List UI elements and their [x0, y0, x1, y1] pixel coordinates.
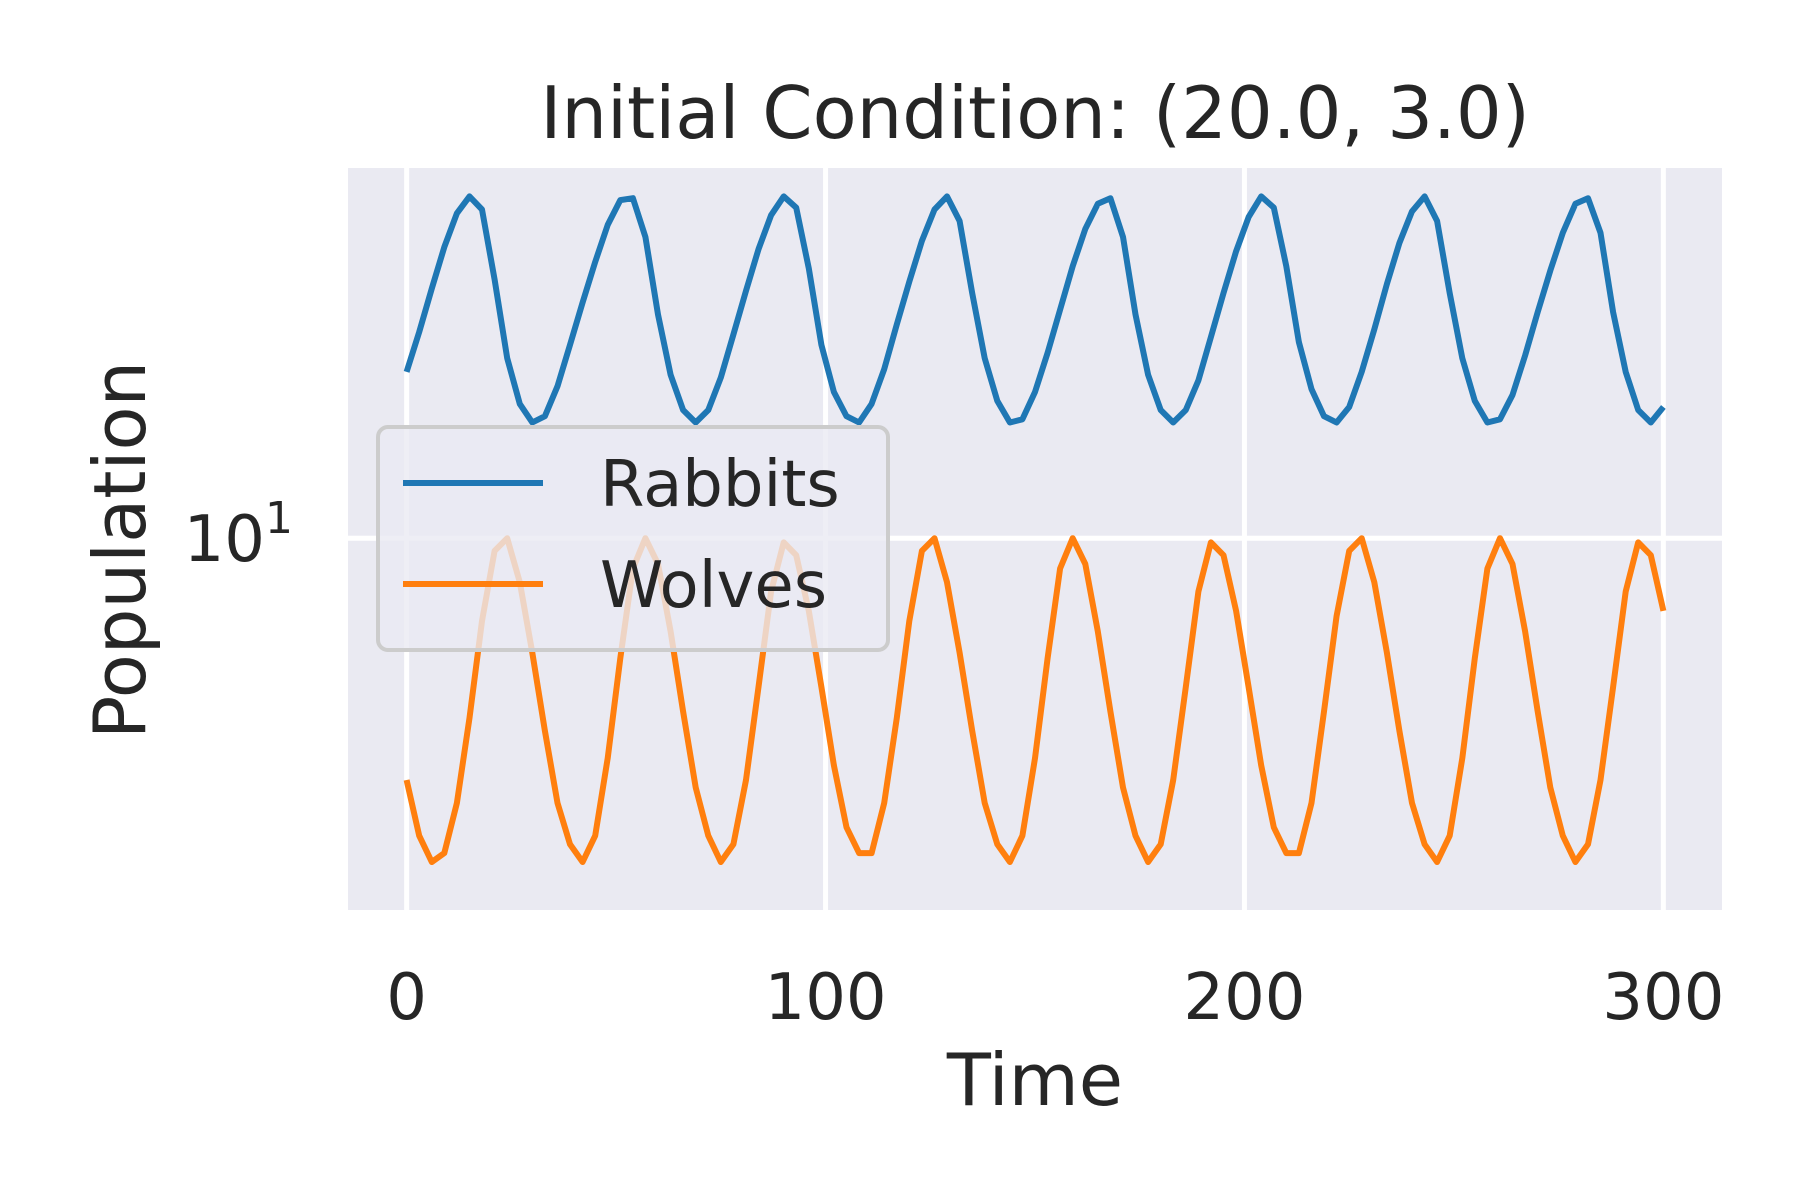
- x-axis-label: Time: [946, 1038, 1123, 1122]
- x-tick-label: 0: [386, 961, 427, 1035]
- x-tick-label: 100: [764, 961, 886, 1035]
- legend[interactable]: Rabbits Wolves: [376, 425, 890, 652]
- series-line-wolves: [403, 535, 1667, 865]
- y-axis-ticks: 101: [184, 493, 293, 577]
- y-axis-label: Population: [78, 361, 162, 739]
- plot-area: [348, 168, 1722, 910]
- series-line-rabbits: [403, 193, 1666, 426]
- legend-label-wolves: Wolves: [600, 549, 827, 623]
- x-tick-label: 300: [1602, 961, 1724, 1035]
- chart-title: Initial Condition: (20.0, 3.0): [540, 71, 1530, 155]
- x-axis-ticks: 0 100 200 300: [386, 961, 1724, 1035]
- series-lines: [403, 193, 1667, 865]
- x-tick-label: 200: [1183, 961, 1305, 1035]
- legend-label-rabbits: Rabbits: [600, 448, 840, 522]
- y-tick-label: 101: [184, 493, 293, 577]
